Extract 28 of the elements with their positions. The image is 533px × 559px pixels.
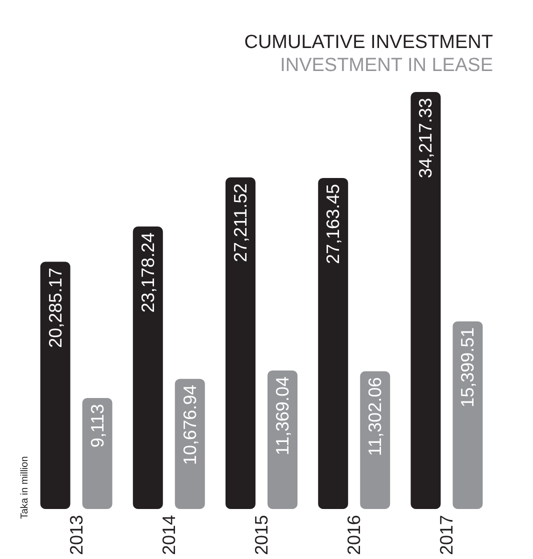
x-tick-label: 2015 (252, 515, 272, 556)
data-label: 15,399.51 (458, 327, 478, 408)
bar (360, 371, 390, 509)
bar (226, 177, 256, 509)
bar (174, 378, 205, 509)
data-label: 27,163.45 (323, 184, 344, 264)
data-label: 27,211.52 (230, 183, 250, 262)
bar (82, 398, 112, 509)
data-label: 20,285.17 (45, 268, 66, 348)
x-tick-label: 2013 (66, 515, 86, 556)
data-label: 23,178.24 (138, 232, 158, 313)
x-tick-label: 2017 (436, 515, 457, 556)
text: INVESTMENT IN LEASE (280, 55, 493, 76)
bar (410, 92, 441, 509)
bar (40, 262, 70, 509)
data-label: 11,302.06 (365, 377, 386, 456)
data-label: 11,369.04 (272, 376, 292, 456)
x-tick-label: 2016 (344, 515, 364, 556)
data-label: 10,676.94 (180, 384, 200, 465)
bar (268, 370, 298, 509)
y-axis-title: Taka in million (20, 456, 30, 519)
bar (318, 178, 348, 509)
bar (452, 321, 483, 509)
bar (132, 226, 163, 509)
text: CUMULATIVE INVESTMENT (244, 32, 494, 53)
data-label: 34,217.33 (416, 98, 436, 178)
x-tick-label: 2014 (158, 515, 179, 556)
data-label: 9,113 (87, 404, 108, 448)
